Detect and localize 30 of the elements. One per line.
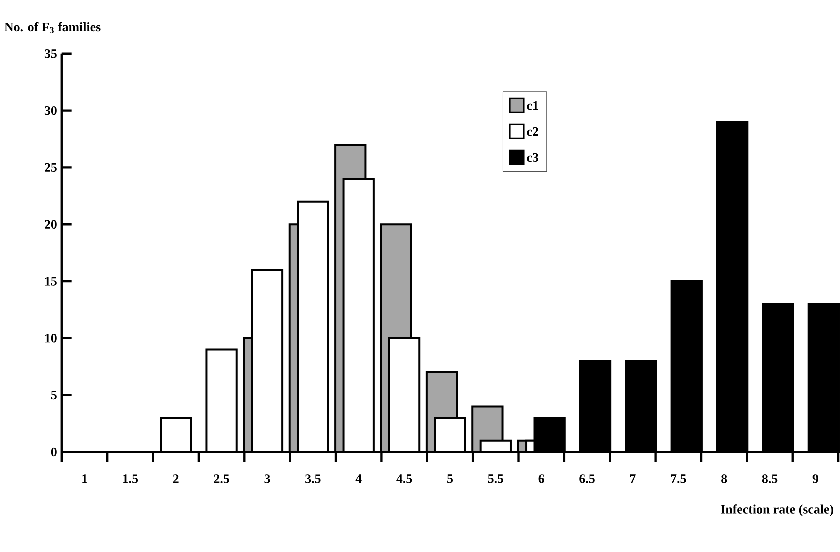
x-tick-label: 4 <box>356 474 362 484</box>
x-tick-label: 8 <box>722 474 728 484</box>
x-tick-label: 2.5 <box>214 474 230 484</box>
x-tick-label: 1 <box>82 474 88 484</box>
y-tick-label: 5 <box>51 391 57 400</box>
y-tick-label: 0 <box>51 448 57 457</box>
x-tick-label: 3.5 <box>306 474 321 484</box>
x-tick-label: 6 <box>538 474 544 484</box>
x-tick-label: 8.5 <box>762 474 778 484</box>
x-tick-label: 5.5 <box>488 474 504 484</box>
x-tick-label: 6.5 <box>580 474 595 484</box>
x-tick-label: 7.5 <box>671 474 686 484</box>
x-axis-title: Infection rate (scale) <box>721 504 834 516</box>
legend-label: c1 <box>527 101 538 110</box>
y-axis-title: No. of F$_{3}$ families <box>4 22 101 34</box>
y-tick-label: 10 <box>45 334 57 343</box>
y-tick-label: 30 <box>44 106 57 116</box>
legend-label: c3 <box>527 153 539 162</box>
x-tick-label: 2 <box>173 474 179 484</box>
y-tick-label: 25 <box>45 163 57 172</box>
legend-label: c2 <box>527 127 538 136</box>
y-tick-label: 20 <box>45 220 57 229</box>
x-tick-label: 1.5 <box>123 474 138 484</box>
x-tick-label: 5 <box>448 474 453 484</box>
x-tick-label: 7 <box>630 474 636 484</box>
x-tick-label: 9 <box>812 474 818 484</box>
y-tick-label: 15 <box>45 277 57 286</box>
x-tick-label: 3 <box>264 474 270 484</box>
x-tick-label: 4.5 <box>396 474 412 484</box>
y-tick-label: 35 <box>44 50 57 58</box>
